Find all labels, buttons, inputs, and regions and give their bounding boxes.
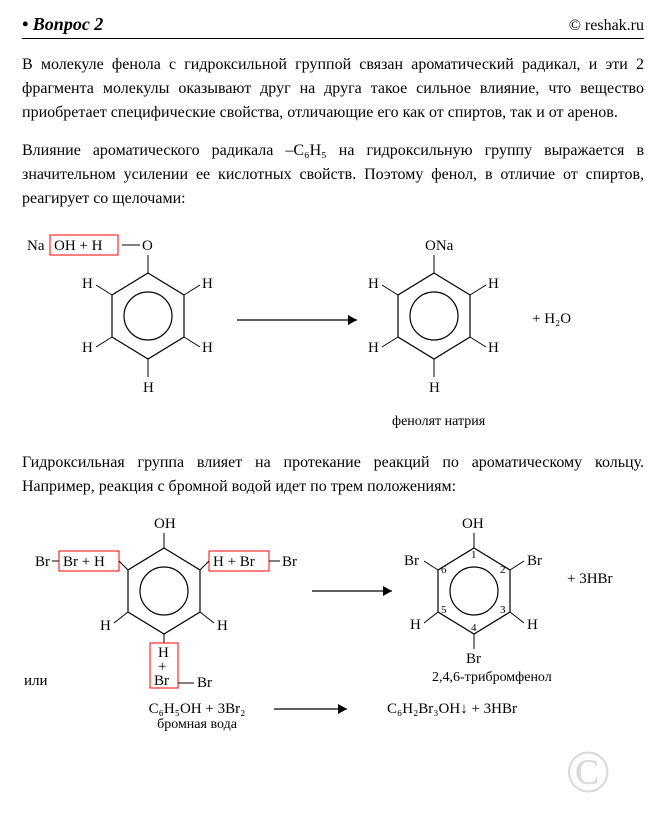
na-label: Na	[27, 238, 45, 254]
svg-text:OH: OH	[462, 516, 484, 532]
svg-text:Br + H: Br + H	[63, 554, 105, 570]
benzene-left-2	[128, 548, 200, 634]
svg-text:4: 4	[471, 622, 477, 634]
svg-text:Br: Br	[197, 675, 212, 691]
ona-atom: ONa	[425, 238, 454, 254]
svg-text:Br: Br	[404, 553, 419, 569]
caption-1: фенолят натрия	[392, 414, 486, 429]
svg-text:H: H	[527, 617, 538, 633]
svg-text:H: H	[410, 617, 421, 633]
reaction-2: OH Br + H Br H + Br Br H H H	[22, 513, 644, 733]
paragraph-2: Влияние ароматического радикала –C₆H₅ на…	[22, 139, 644, 211]
or-label: или	[24, 673, 48, 689]
svg-text:H: H	[202, 340, 213, 356]
svg-text:Br: Br	[527, 553, 542, 569]
source-label: © reshak.ru	[569, 17, 644, 35]
svg-text:1: 1	[471, 549, 477, 561]
arrow-icon	[348, 315, 357, 325]
svg-text:H: H	[368, 276, 379, 292]
eq-right: C₆H₂Br₃OH↓ + 3HBr	[387, 701, 517, 717]
eq-left: C₆H₅OH + 3Br₂	[149, 701, 246, 717]
svg-text:Br: Br	[154, 673, 169, 689]
reaction-1: Na OH + H O H H H H H ONa	[22, 225, 644, 435]
eq-caption: бромная вода	[157, 717, 238, 732]
svg-text:H: H	[100, 618, 111, 634]
svg-text:H: H	[82, 340, 93, 356]
svg-text:H: H	[217, 618, 228, 634]
svg-text:H: H	[143, 380, 154, 396]
svg-text:H: H	[202, 276, 213, 292]
benzene-right: H H H H H	[368, 273, 499, 396]
question-title: • Вопрос 2	[22, 14, 103, 35]
svg-text:5: 5	[441, 604, 447, 616]
svg-text:H: H	[368, 340, 379, 356]
watermark: ©	[565, 738, 611, 807]
svg-text:2: 2	[500, 564, 506, 576]
svg-text:OH: OH	[154, 516, 176, 532]
byproduct-2: + 3HBr	[567, 571, 613, 587]
o-atom: O	[142, 238, 153, 254]
svg-text:Br: Br	[282, 554, 297, 570]
svg-text:Br: Br	[466, 651, 481, 667]
header: • Вопрос 2 © reshak.ru	[22, 14, 644, 39]
paragraph-1: В молекуле фенола с гидроксильной группо…	[22, 53, 644, 125]
benzene-left: H H H H H	[82, 273, 213, 396]
caption-2: 2,4,6-трибромфенол	[432, 670, 552, 685]
svg-text:H + Br: H + Br	[213, 554, 255, 570]
redbox-text-1: OH + H	[54, 238, 103, 254]
byproduct-1: + H₂O	[532, 311, 571, 327]
svg-text:3: 3	[500, 604, 506, 616]
svg-text:H: H	[488, 276, 499, 292]
paragraph-3: Гидроксильная группа влияет на протекани…	[22, 451, 644, 499]
svg-text:H: H	[429, 380, 440, 396]
svg-text:6: 6	[441, 564, 447, 576]
svg-text:H: H	[82, 276, 93, 292]
svg-text:H: H	[488, 340, 499, 356]
svg-text:Br: Br	[35, 554, 50, 570]
